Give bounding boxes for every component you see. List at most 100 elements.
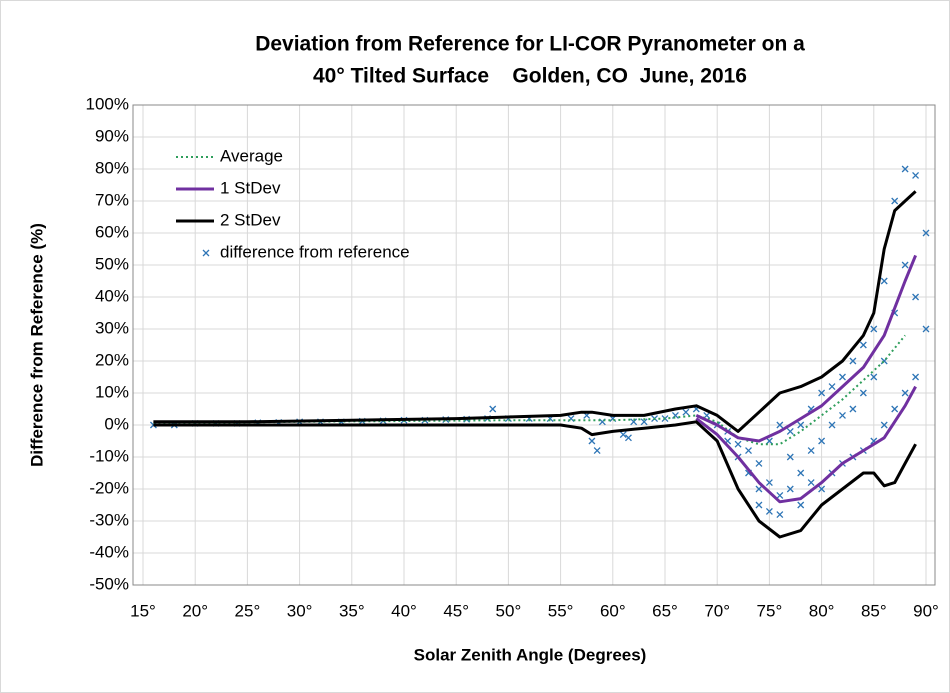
scatter-point bbox=[901, 389, 909, 397]
scatter-point bbox=[891, 197, 899, 205]
scatter-point bbox=[734, 440, 742, 448]
y-tick-label: 100% bbox=[86, 94, 129, 113]
x-tick-label: 15° bbox=[130, 601, 156, 620]
scatter-point bbox=[870, 373, 878, 381]
chart-title: Deviation from Reference for LI-COR Pyra… bbox=[255, 33, 805, 56]
scatter-point bbox=[797, 421, 805, 429]
y-tick-label: 40% bbox=[95, 286, 129, 305]
scatter-point bbox=[797, 501, 805, 509]
scatter-point bbox=[619, 431, 627, 439]
scatter-point bbox=[588, 437, 596, 445]
scatter-point bbox=[849, 405, 857, 413]
y-tick-label: 60% bbox=[95, 222, 129, 241]
scatter-point bbox=[828, 421, 836, 429]
legend-label: 2 StDev bbox=[220, 210, 281, 229]
y-axis-title: Difference from Reference (%) bbox=[27, 223, 46, 467]
x-tick-label: 90° bbox=[913, 601, 939, 620]
x-tick-label: 65° bbox=[652, 601, 678, 620]
x-tick-label: 45° bbox=[443, 601, 469, 620]
scatter-point bbox=[489, 405, 497, 413]
x-tick-label: 80° bbox=[809, 601, 835, 620]
scatter-point bbox=[859, 389, 867, 397]
y-tick-label: -50% bbox=[89, 574, 129, 593]
y-tick-label: 0% bbox=[104, 414, 129, 433]
scatter-point bbox=[682, 408, 690, 416]
x-tick-label: 25° bbox=[235, 601, 261, 620]
scatter-point bbox=[912, 171, 920, 179]
scatter-point bbox=[786, 427, 794, 435]
scatter-point bbox=[880, 421, 888, 429]
scatter-point bbox=[640, 418, 648, 426]
scatter-point bbox=[922, 325, 930, 333]
x-tick-label: 55° bbox=[548, 601, 574, 620]
x-tick-label: 70° bbox=[704, 601, 730, 620]
scatter-point bbox=[755, 485, 763, 493]
scatter-point bbox=[765, 437, 773, 445]
scatter-point bbox=[593, 447, 601, 455]
y-tick-label: -40% bbox=[89, 542, 129, 561]
scatter-point bbox=[765, 479, 773, 487]
scatter-point bbox=[849, 357, 857, 365]
chart-subtitle: 40° Tilted Surface Golden, CO June, 2016 bbox=[313, 65, 747, 88]
y-tick-label: 70% bbox=[95, 190, 129, 209]
x-tick-label: 35° bbox=[339, 601, 365, 620]
scatter-point bbox=[912, 373, 920, 381]
legend-label: 1 StDev bbox=[220, 178, 281, 197]
y-tick-label: -10% bbox=[89, 446, 129, 465]
series-line bbox=[695, 385, 917, 504]
scatter-point bbox=[891, 405, 899, 413]
plot-area bbox=[149, 165, 930, 539]
x-tick-label: 85° bbox=[861, 601, 887, 620]
x-tick-label: 75° bbox=[757, 601, 783, 620]
series-line bbox=[153, 420, 917, 539]
y-tick-label: -20% bbox=[89, 478, 129, 497]
x-tick-label: 20° bbox=[182, 601, 208, 620]
scatter-point bbox=[776, 421, 784, 429]
scatter-point bbox=[839, 373, 846, 381]
scatter-point bbox=[807, 447, 815, 455]
scatter-point bbox=[818, 485, 826, 493]
y-tick-label: 10% bbox=[95, 382, 129, 401]
plot-frame bbox=[132, 104, 936, 586]
y-tick-label: 50% bbox=[95, 254, 129, 273]
scatter-point bbox=[630, 418, 638, 426]
series-line bbox=[695, 254, 917, 443]
scatter-point bbox=[818, 389, 826, 397]
scatter-point bbox=[859, 341, 867, 349]
scatter-point bbox=[797, 469, 805, 477]
scatter-point bbox=[912, 293, 920, 301]
legend-label: difference from reference bbox=[220, 242, 410, 261]
y-tick-label: 30% bbox=[95, 318, 129, 337]
x-axis-title: Solar Zenith Angle (Degrees) bbox=[414, 645, 647, 664]
legend-marker bbox=[202, 249, 210, 257]
scatter-point bbox=[880, 277, 888, 285]
scatter-point bbox=[776, 511, 784, 519]
scatter-point bbox=[818, 437, 826, 445]
scatter-point bbox=[755, 459, 763, 467]
scatter-point bbox=[786, 485, 794, 493]
scatter-point bbox=[765, 507, 773, 515]
y-tick-label: -30% bbox=[89, 510, 129, 529]
scatter-point bbox=[901, 165, 909, 173]
x-tick-label: 40° bbox=[391, 601, 417, 620]
scatter-point bbox=[807, 479, 815, 487]
series-line bbox=[153, 190, 917, 433]
series-line bbox=[153, 334, 906, 446]
scatter-point bbox=[839, 411, 846, 419]
scatter-point bbox=[870, 325, 878, 333]
x-tick-label: 30° bbox=[287, 601, 313, 620]
scatter-point bbox=[901, 261, 909, 269]
y-tick-label: 90% bbox=[95, 126, 129, 145]
scatter-point bbox=[786, 453, 794, 461]
scatter-point bbox=[755, 501, 763, 509]
x-tick-label: 60° bbox=[600, 601, 626, 620]
scatter-point bbox=[745, 447, 752, 455]
scatter-point bbox=[922, 229, 930, 237]
scatter-point bbox=[776, 491, 784, 499]
y-tick-label: 80% bbox=[95, 158, 129, 177]
y-tick-label: 20% bbox=[95, 350, 129, 369]
scatter-point bbox=[828, 383, 836, 391]
scatter-point bbox=[625, 434, 632, 442]
